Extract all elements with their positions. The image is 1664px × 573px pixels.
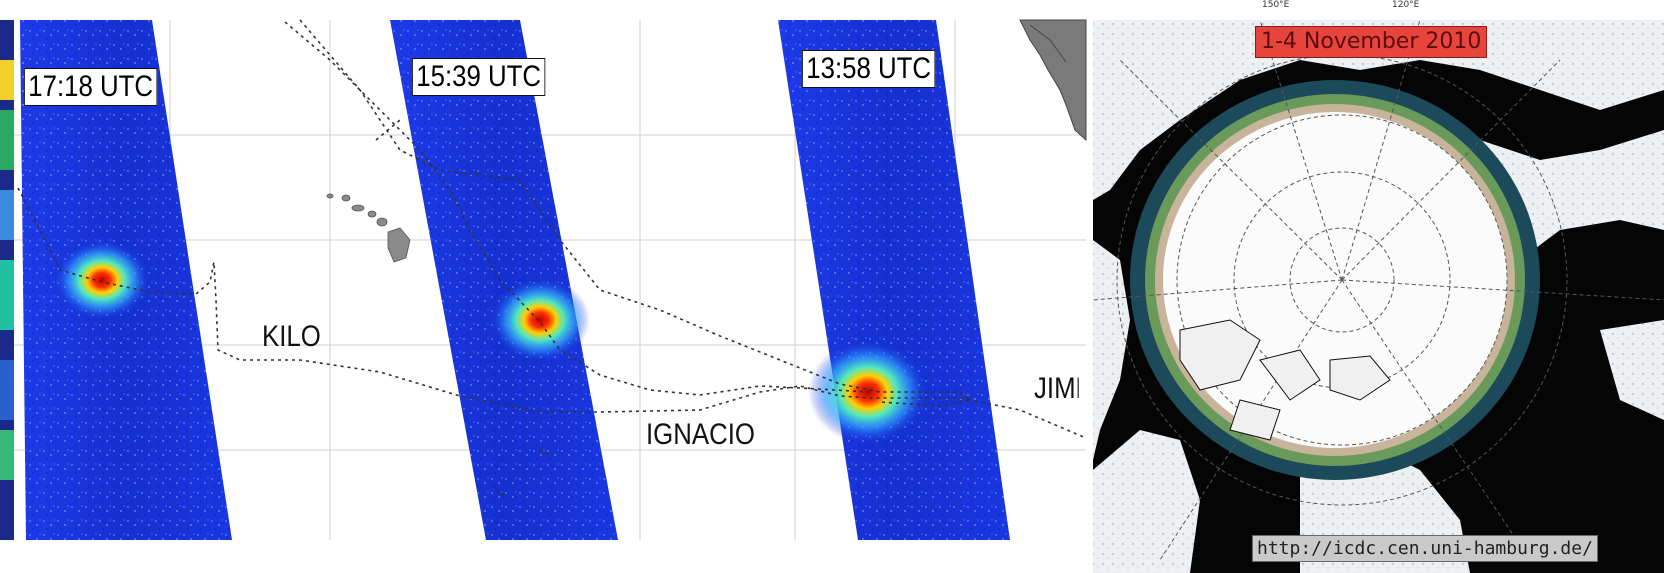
storm-name-ignacio: IGNACIO: [646, 418, 755, 451]
storm-name-kilo: KILO: [262, 320, 321, 353]
land-left: [1093, 240, 1130, 460]
archipelago: [1179, 319, 1391, 441]
swath-time-label-1: 17:18 UTC: [24, 68, 158, 106]
swath-1: [20, 20, 232, 540]
swath-time-label-2: 15:39 UTC: [412, 58, 546, 96]
longitude-label-150e: 150°E: [1262, 0, 1290, 10]
sea-ice-pack: [1163, 112, 1507, 448]
land-bottom-left: [1093, 430, 1200, 573]
land-top: [1093, 20, 1664, 200]
storm-tracks: [17, 19, 1087, 497]
swath-2: [390, 20, 618, 540]
graticule: [1093, 20, 1664, 561]
hawaii-islands: [326, 193, 411, 263]
source-url: http://icdc.cen.uni-hamburg.de/: [1252, 535, 1598, 562]
tropical-map-panel: [14, 19, 1087, 540]
date-label: 1-4 November 2010: [1255, 26, 1488, 58]
left-edge-strip: [0, 20, 14, 540]
swath-3: [778, 20, 1010, 540]
longitude-label-120e: 120°E: [1392, 0, 1420, 10]
swath-time-label-3: 13:58 UTC: [802, 50, 936, 88]
storm-name-jimena: JIME: [1034, 372, 1079, 405]
arctic-ice-panel: [1093, 20, 1664, 573]
mexico-coast: [1019, 19, 1087, 142]
